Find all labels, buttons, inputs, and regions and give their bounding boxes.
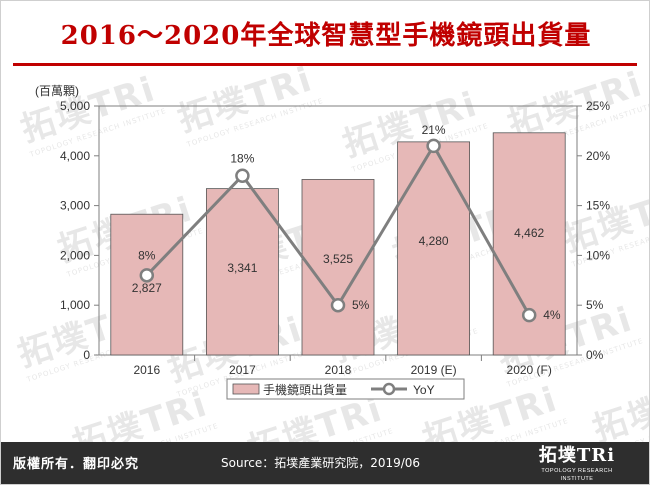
yoy-point (426, 138, 441, 154)
right-axis-tick-label: 10% (586, 248, 610, 262)
yoy-value-label: 8% (138, 248, 156, 262)
legend-label-line: YoY (413, 383, 435, 397)
copyright-notice: 版權所有．翻印必究 (13, 457, 140, 472)
bar-value-label: 4,280 (419, 234, 449, 248)
right-axis-tick-label: 0% (586, 348, 604, 362)
left-axis-tick-label: 1,000 (60, 298, 90, 312)
yoy-value-label: 5% (352, 298, 370, 312)
bar (110, 213, 184, 356)
x-axis-tick-label: 2020 (F) (507, 363, 552, 377)
yoy-point (521, 307, 537, 323)
yoy-value-label: 18% (230, 152, 254, 166)
right-axis-tick-label: 5% (586, 298, 604, 312)
left-axis-tick-label: 3,000 (60, 199, 90, 213)
left-axis-tick-label: 4,000 (60, 149, 90, 163)
bar-value-label: 4,462 (514, 226, 544, 240)
right-axis-tick-label: 25% (586, 99, 610, 113)
yoy-value-label: 21% (422, 123, 446, 137)
legend-label-bar: 手機鏡頭出貨量 (263, 382, 347, 397)
x-axis-tick-label: 2019 (E) (411, 363, 457, 377)
right-axis-tick-label: 20% (586, 149, 610, 163)
x-axis-tick-label: 2016 (133, 363, 160, 377)
x-axis-tick-label: 2017 (229, 363, 256, 377)
title-divider (13, 63, 637, 66)
source-note: Source：拓墣產業研究院，2019/06 (221, 456, 421, 470)
yoy-value-label: 4% (543, 308, 561, 322)
left-axis-tick-label: 2,000 (60, 248, 90, 262)
bar (205, 188, 279, 356)
footer-bar: 版權所有．翻印必究 Source：拓墣產業研究院，2019/06 拓墣TRi T… (1, 442, 649, 484)
bar-value-label: 3,525 (323, 252, 353, 266)
legend-swatch-bar (232, 383, 260, 395)
tri-logo: 拓墣TRi TOPOLOGY RESEARCH INSTITUTE (527, 445, 627, 482)
bar (397, 141, 471, 356)
left-axis-tick-label: 0 (83, 348, 90, 362)
legend-box (226, 378, 465, 400)
right-axis-tick-label: 15% (586, 199, 610, 213)
bar-value-label: 2,827 (132, 281, 162, 295)
left-axis-unit: (百萬顆) (35, 84, 79, 98)
bar (301, 179, 375, 356)
logo-subtitle: TOPOLOGY RESEARCH INSTITUTE (541, 468, 613, 482)
left-axis-tick-label: 5,000 (60, 99, 90, 113)
yoy-point (330, 297, 346, 313)
x-axis-tick-label: 2018 (325, 363, 352, 377)
legend-swatch-point (382, 382, 396, 396)
bar-value-label: 3,341 (227, 261, 257, 275)
page-title: 2016～2020年全球智慧型手機鏡頭出貨量 (60, 21, 592, 51)
yoy-point (139, 268, 155, 283)
yoy-point (235, 168, 250, 183)
logo-name: 拓墣TRi (538, 445, 616, 466)
